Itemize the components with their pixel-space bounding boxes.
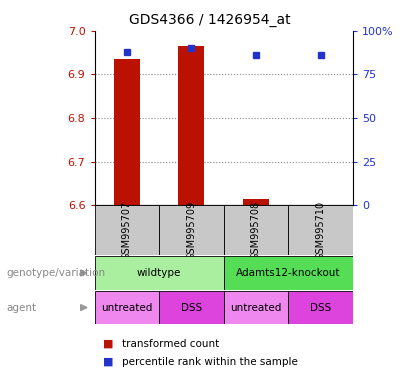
Text: ■: ■ [103,339,113,349]
Bar [159,205,223,255]
Bar [224,291,288,324]
Text: GSM995707: GSM995707 [122,201,132,260]
Text: genotype/variation: genotype/variation [6,268,105,278]
Bar [178,46,204,205]
Bar [288,291,353,324]
Text: wildtype: wildtype [137,268,181,278]
Text: agent: agent [6,303,37,313]
Text: GSM995708: GSM995708 [251,201,261,260]
Bar [159,291,223,324]
Bar [288,205,353,255]
Bar [94,291,159,324]
Text: Adamts12-knockout: Adamts12-knockout [236,268,341,278]
Text: DSS: DSS [310,303,331,313]
Text: untreated: untreated [101,303,152,313]
Bar [224,256,353,290]
Text: percentile rank within the sample: percentile rank within the sample [122,357,298,367]
Bar [243,199,269,205]
Text: transformed count: transformed count [122,339,219,349]
Bar [224,205,288,255]
Text: GSM995709: GSM995709 [186,201,197,260]
Text: ■: ■ [103,357,113,367]
Bar [94,256,224,290]
Text: GSM995710: GSM995710 [315,201,326,260]
Bar [114,59,140,205]
Text: DSS: DSS [181,303,202,313]
Text: untreated: untreated [230,303,282,313]
Text: GDS4366 / 1426954_at: GDS4366 / 1426954_at [129,13,291,27]
Bar [94,205,159,255]
